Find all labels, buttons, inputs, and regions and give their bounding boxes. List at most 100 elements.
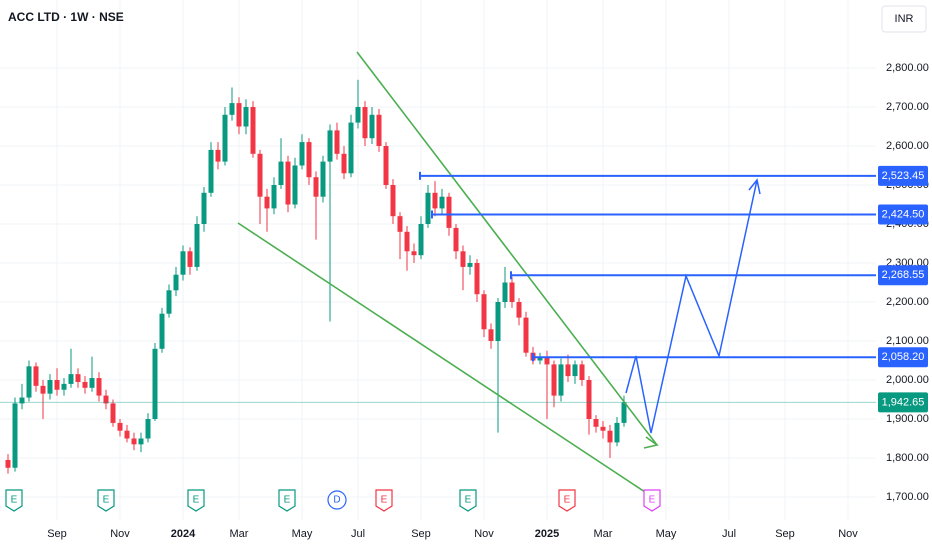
y-tick-label: 2,600.00: [886, 140, 929, 152]
y-tick-label: 2,000.00: [886, 374, 929, 386]
trend-line-upper: [356, 51, 658, 446]
event-label[interactable]: E: [465, 495, 472, 506]
x-tick-label: Sep: [47, 528, 67, 540]
candle-body: [285, 161, 291, 205]
candle-body: [187, 251, 193, 267]
candle-body: [579, 364, 585, 380]
event-label[interactable]: E: [649, 495, 656, 506]
candle-body: [376, 114, 382, 146]
y-tick-label: 2,100.00: [886, 335, 929, 347]
candle-body: [502, 282, 508, 302]
candle-body: [432, 192, 438, 209]
event-label[interactable]: E: [381, 495, 388, 506]
candle-body: [621, 402, 627, 423]
candle-body: [313, 177, 319, 197]
candle-body: [516, 302, 522, 318]
level-label: 2,268.55: [882, 269, 925, 281]
candle-body: [544, 356, 550, 365]
trend-line-lower: [237, 222, 646, 493]
event-badge[interactable]: [5, 489, 23, 512]
last-price-label: 1,942.65: [882, 396, 925, 408]
event-label[interactable]: E: [103, 495, 110, 506]
event-badge[interactable]: [459, 489, 477, 512]
candle-body: [243, 107, 249, 127]
level-label: 2,523.45: [882, 170, 925, 182]
candle-body: [362, 107, 368, 139]
candle-body: [229, 103, 235, 115]
y-tick-label: 2,200.00: [886, 296, 929, 308]
x-tick-label: May: [656, 528, 677, 540]
candle-body: [355, 107, 361, 123]
event-label[interactable]: E: [193, 495, 200, 506]
candle-body: [68, 374, 74, 384]
candle-body: [271, 185, 277, 209]
candle-body: [320, 161, 326, 197]
event-badge[interactable]: [278, 489, 296, 512]
candle-body: [215, 149, 221, 162]
candle-body: [299, 142, 305, 166]
candle-body: [607, 430, 613, 443]
x-tick-label: May: [292, 528, 313, 540]
candle-body: [26, 366, 32, 398]
candle-body: [222, 114, 228, 162]
x-tick-label: Jul: [351, 528, 365, 540]
candle-body: [586, 380, 592, 419]
candle-body: [257, 153, 263, 197]
event-badge[interactable]: [187, 489, 205, 512]
candles: [5, 79, 627, 474]
candle-body: [89, 378, 95, 388]
candle-body: [474, 263, 480, 295]
event-label[interactable]: E: [564, 495, 571, 506]
candle-body: [327, 130, 333, 162]
candle-body: [159, 313, 165, 349]
arrow-head: [643, 436, 659, 449]
candle-body: [523, 317, 529, 353]
candle-body: [5, 459, 11, 468]
y-tick-label: 1,700.00: [886, 491, 929, 503]
candle-body: [47, 380, 53, 394]
event-badge[interactable]: [643, 489, 661, 512]
x-tick-label: Sep: [775, 528, 795, 540]
candle-body: [551, 364, 557, 396]
x-tick-label: Nov: [110, 528, 130, 540]
event-badge[interactable]: [558, 489, 576, 512]
candle-body: [467, 263, 473, 267]
candle-body: [201, 192, 207, 224]
currency[interactable]: INR: [895, 13, 914, 25]
y-tick-label: 1,800.00: [886, 452, 929, 464]
x-tick-label: Sep: [411, 528, 431, 540]
candle-body: [131, 438, 137, 445]
candle-body: [110, 403, 116, 423]
event-badge[interactable]: [97, 489, 115, 512]
candle-body: [208, 149, 214, 193]
candle-body: [264, 196, 270, 209]
candle-body: [446, 196, 452, 228]
projection-path: [625, 179, 758, 434]
event-label[interactable]: E: [11, 495, 18, 506]
level-badge: [878, 204, 928, 225]
event-badge[interactable]: [327, 490, 347, 510]
y-tick-label: 1,900.00: [886, 413, 929, 425]
currency-box[interactable]: [881, 5, 927, 33]
event-label[interactable]: E: [284, 495, 291, 506]
x-tick-label: Nov: [474, 528, 494, 540]
candle-body: [33, 366, 39, 386]
candle-body: [96, 378, 102, 396]
level-badge: [878, 265, 928, 286]
candle-body: [600, 426, 606, 431]
candle-body: [152, 348, 158, 419]
candle-body: [173, 274, 179, 291]
arrow-head: [748, 178, 761, 195]
candle-body: [117, 422, 123, 431]
last-price-badge: [878, 392, 928, 413]
event-label[interactable]: D: [333, 495, 340, 506]
event-badge[interactable]: [375, 489, 393, 512]
candle-body: [572, 364, 578, 377]
candle-body: [194, 224, 200, 267]
candle-body: [488, 329, 494, 341]
level-badge: [878, 347, 928, 368]
x-tick-label: 2025: [535, 528, 559, 540]
candle-body: [593, 419, 599, 427]
chart-title: ACC LTD · 1W · NSE: [8, 10, 124, 24]
candle-body: [439, 196, 445, 209]
